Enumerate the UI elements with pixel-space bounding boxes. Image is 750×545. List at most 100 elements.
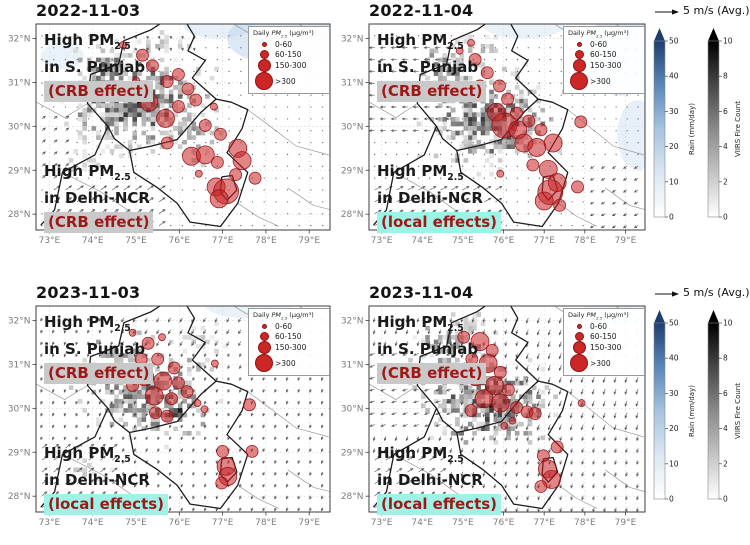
- pm25-circle: [149, 406, 162, 420]
- rain-axis-label: Rain (mm/day): [688, 385, 696, 437]
- pm25-circle: [501, 92, 515, 106]
- pm25-circle: [480, 66, 494, 80]
- panel-date-title: 2022-11-03: [36, 1, 141, 20]
- pm-legend: Daily PM2.5 (µg/m³) 0-60 60-150 150-300 >30…: [248, 308, 330, 377]
- pm25-circle: [134, 352, 148, 366]
- map-stage: 73°E 74°E 75°E 76°E 77°E 78°E 79°E 28°N 29°N 30°N…: [339, 304, 653, 532]
- map-panel: 2023-11-04 73°E 74°E 75°E 76°E 77°E 78°E 79°E 2…: [339, 283, 653, 532]
- x-axis-ticks: 73°E 74°E 75°E 76°E 77°E 78°E 79°E: [39, 230, 320, 246]
- y-tick-label: 28°N: [341, 492, 364, 502]
- pm-legend-circle-icon: [574, 331, 584, 341]
- pm25-circle: [160, 75, 174, 88]
- pm-legend: Daily PM2.5 (µg/m³) 0-60 60-150 150-300 >30…: [248, 26, 330, 95]
- pm25-circle: [538, 159, 558, 179]
- pm-legend-dot-cell: [568, 354, 590, 373]
- pm25-circle: [470, 332, 490, 351]
- rain-tick-label: 0: [669, 495, 674, 504]
- pm-legend-item-label: 150-300: [275, 343, 307, 353]
- pm25-circle: [550, 440, 564, 454]
- pm25-circle: [534, 480, 548, 493]
- pm25-circle: [528, 407, 542, 421]
- map-plot: 73°E 74°E 75°E 76°E 77°E 78°E 79°E 28°N 29°N 30°N…: [341, 305, 646, 528]
- map-stage: 73°E 74°E 75°E 76°E 77°E 78°E 79°E 28°N 29°N 30°N…: [339, 22, 653, 250]
- rain-tick-label: 10: [669, 177, 679, 186]
- x-tick-label: 78°E: [574, 236, 596, 246]
- pm-legend-circle-icon: [570, 354, 588, 373]
- rain-colorbar: 0 10 20 30 40 50 Rain (mm/day): [653, 28, 696, 222]
- y-tick-label: 32°N: [8, 316, 31, 326]
- pm25-circle: [248, 171, 262, 185]
- y-tick-label: 31°N: [8, 78, 31, 88]
- pm-legend-item-label: 60-150: [275, 49, 302, 59]
- pm-legend-circle-icon: [572, 341, 586, 355]
- pm25-circles: [126, 328, 259, 490]
- panel-date-title: 2022-11-04: [369, 1, 474, 20]
- pm25-circle: [542, 470, 561, 489]
- pm-legend-circle-icon: [259, 49, 269, 59]
- x-tick-label: 73°E: [39, 518, 61, 528]
- y-tick-label: 32°N: [341, 316, 364, 326]
- x-tick-label: 74°E: [411, 518, 433, 528]
- pm25-circle: [211, 155, 224, 169]
- pm-legend-item: 150-300: [568, 59, 640, 73]
- pm-legend-title: Daily PM2.5 (µg/m³): [253, 311, 314, 321]
- pm25-circle: [198, 119, 212, 132]
- fire-axis-label: VIIRS Fire Count: [734, 383, 742, 439]
- fire-tick-label: 4: [723, 424, 728, 433]
- pm25-circle: [160, 409, 174, 423]
- rain-tick-label: 50: [669, 37, 679, 46]
- rain-tick-label: 50: [669, 319, 679, 328]
- pm25-circle: [146, 59, 159, 73]
- pm-legend-item-label: 60-150: [590, 331, 617, 341]
- wind-reference-arrow-icon: [655, 290, 679, 297]
- pm25-circle: [128, 328, 137, 337]
- pm-legend-circle-icon: [259, 331, 269, 341]
- pm25-circle: [165, 392, 178, 406]
- pm-legend-item: 150-300: [568, 341, 640, 355]
- pm-legend-title: Daily PM2.5 (µg/m³): [253, 29, 314, 39]
- panel-date-title: 2023-11-04: [369, 283, 474, 302]
- pm25-circle: [571, 180, 584, 194]
- pm25-circle: [526, 158, 540, 172]
- y-tick-label: 30°N: [8, 122, 31, 132]
- pm-legend-item: 0-60: [253, 39, 325, 49]
- pm-legend-item-label: >300: [590, 76, 611, 86]
- y-tick-label: 30°N: [341, 122, 364, 132]
- pm-legend-item-label: 60-150: [275, 331, 302, 341]
- fire-tick-label: 0: [723, 495, 728, 504]
- pm25-circle: [195, 145, 215, 165]
- pm25-circle: [457, 330, 471, 344]
- pm25-circle: [119, 41, 127, 49]
- y-tick-label: 28°N: [8, 492, 31, 502]
- y-tick-label: 29°N: [341, 448, 364, 458]
- pm25-circle: [232, 151, 252, 171]
- pm-legend-dot-cell: [253, 72, 275, 91]
- pm25-circle: [473, 79, 487, 93]
- rain-tick-label: 30: [669, 389, 679, 398]
- pm25-circle: [245, 444, 259, 458]
- pm-legend-title: Daily PM2.5 (µg/m³): [568, 311, 629, 321]
- pm-legend-dot-cell: [568, 331, 590, 341]
- state-boundaries-thick: [40, 306, 249, 510]
- colorbars: 0 10 20 30 40 50 Rain (mm/day) 0 2 4 6 8 10 VIIRS Fir…: [653, 310, 742, 504]
- fire-tick-label: 8: [723, 354, 728, 363]
- pm25-circle: [534, 191, 554, 211]
- pm-legend: Daily PM2.5 (µg/m³) 0-60 60-150 150-300 >30…: [563, 308, 645, 377]
- wind-reference-label: 5 m/s (Avg.): [683, 286, 750, 299]
- x-axis-ticks: 73°E 74°E 75°E 76°E 77°E 78°E 79°E: [39, 512, 320, 528]
- pm-legend-dot-cell: [253, 341, 275, 355]
- pm-legend-item-label: 0-60: [590, 321, 608, 331]
- pm-legend-circle-icon: [576, 41, 582, 47]
- pm25-circle: [496, 169, 505, 178]
- y-tick-label: 29°N: [341, 166, 364, 176]
- figure-root: 2022-11-03 73°E 74°E 75°E 76°E 77°E 78°E 79°E 2…: [7, 1, 750, 528]
- pm-legend-item-label: 0-60: [275, 39, 293, 49]
- pm-legend-dot-cell: [253, 331, 275, 341]
- y-tick-label: 29°N: [8, 448, 31, 458]
- colorbar-area: 5 m/s (Avg.) 0 10 20 30 40 50 Rain (mm/day) 0 2 4…: [652, 283, 750, 545]
- pm25-circle: [200, 405, 209, 414]
- x-tick-label: 76°E: [493, 236, 515, 246]
- x-tick-label: 78°E: [574, 518, 596, 528]
- y-tick-label: 30°N: [8, 404, 31, 414]
- pm25-circle: [214, 127, 227, 141]
